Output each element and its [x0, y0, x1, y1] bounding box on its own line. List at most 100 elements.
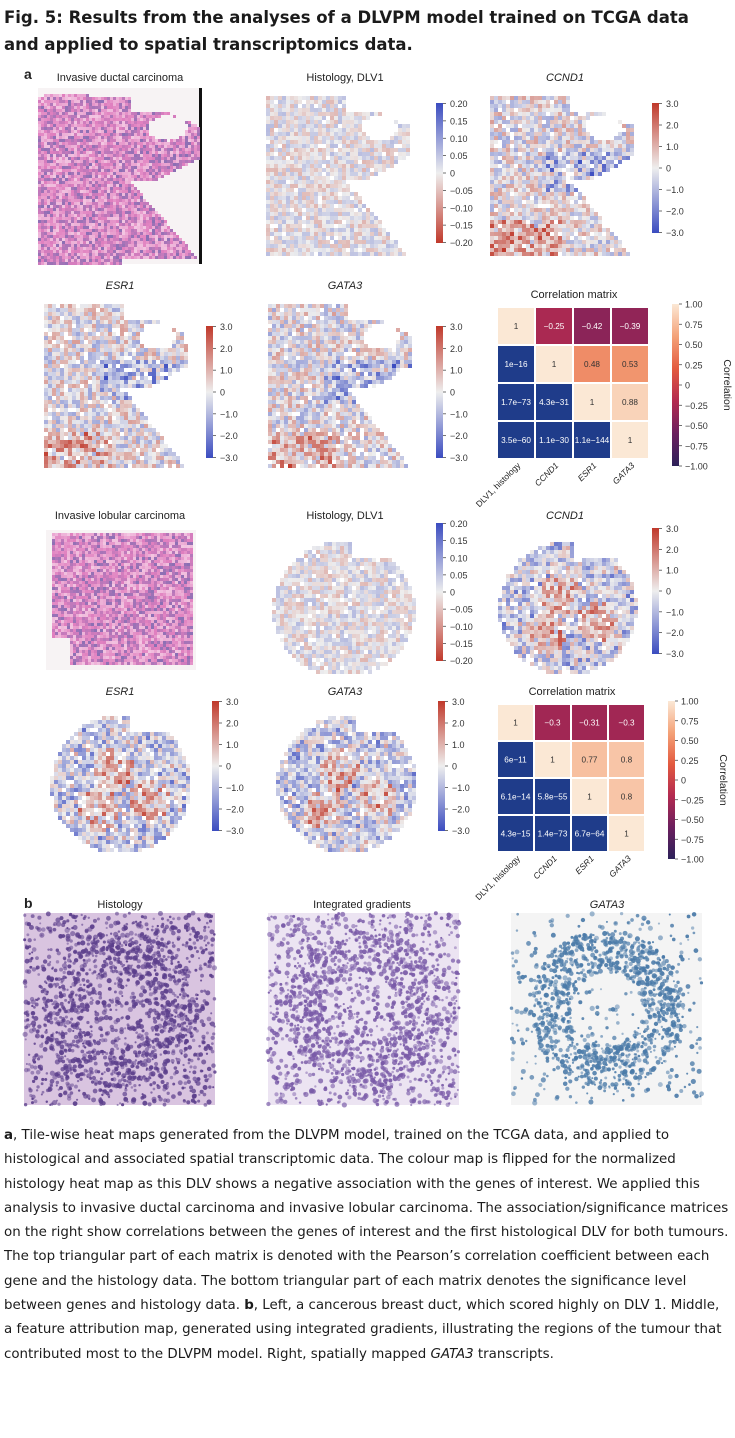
matrix-cell: [535, 742, 570, 777]
colorbar-tick-label: −2.0: [666, 207, 684, 217]
matrix-cell: [536, 308, 572, 344]
matrix-cell: [535, 705, 570, 740]
colorbar-tick-label: 2.0: [666, 545, 679, 555]
colorbar-tick-label: 0: [450, 588, 455, 598]
colorbar-tick-label: 3.0: [220, 322, 233, 332]
matrix-cell-label: 4.3e−15: [501, 830, 531, 839]
colorbar-tick-label: −1.0: [450, 409, 468, 419]
corr-colorbar-label: Correlation: [717, 754, 729, 806]
matrix-cell: [498, 705, 533, 740]
matrix-cell-label: 1.1e−144: [575, 436, 610, 445]
caption-a-text: , Tile-wise heat maps generated from the…: [4, 1128, 729, 1314]
idc-gata3-label: GATA3: [327, 280, 363, 292]
matrix-column-label: DLV1, histology: [474, 460, 523, 509]
colorbar-tick-label: 3.0: [666, 99, 679, 109]
corr-colorbar-tick: 0.25: [681, 756, 699, 766]
matrix-cell: [535, 816, 570, 851]
idc-gata3-heatmap: [264, 296, 412, 472]
matrix-cell-label: −0.3: [544, 719, 561, 728]
colorbar-tick-label: 0.15: [450, 116, 468, 126]
idc-ccnd1-label: CCND1: [546, 72, 584, 84]
matrix-cell: [498, 346, 534, 382]
idc-label: Invasive ductal carcinoma: [56, 72, 184, 84]
corr-colorbar-label: Correlation: [721, 359, 733, 411]
histology-zoom-image: [22, 910, 218, 1107]
caption-a-letter: a: [4, 1128, 14, 1143]
colorbar-tick-label: 0.10: [450, 553, 468, 563]
corr-colorbar-tick: −0.25: [685, 401, 708, 411]
colorbar-tick-label: −0.10: [450, 622, 473, 632]
corr-colorbar-tick: 1.00: [681, 697, 699, 707]
colorbar-tick-label: −0.10: [450, 203, 473, 213]
corr-colorbar-tick: 0.50: [681, 736, 699, 746]
colorbar-tick-label: 0: [450, 388, 455, 398]
colorbar-tick-label: −0.20: [450, 656, 473, 666]
ilc-gata3-colorbar: 3.0 2.0 1.0 0 −1.0 −2.0 −3.0: [436, 697, 486, 836]
colorbar-tick-label: −2.0: [220, 431, 238, 441]
colorbar-tick-label: −3.0: [452, 826, 470, 836]
colorbar-tick-label: 0.05: [450, 151, 468, 161]
ilc-histology-dlv1-label: Histology, DLV1: [306, 510, 384, 522]
matrix-cell-label: 5.8e−55: [538, 793, 568, 802]
matrix-cell-label: 1.7e−73: [501, 398, 531, 407]
matrix-cell-label: −0.39: [620, 322, 641, 331]
histology-zoom-label: Histology: [97, 899, 143, 911]
matrix-cell-label: 0.77: [582, 756, 598, 765]
colorbar-tick-label: 0: [666, 587, 671, 597]
corr-colorbar-tick: −0.75: [681, 835, 704, 845]
matrix-cell: [536, 422, 572, 458]
matrix-cell-label: 0.48: [584, 360, 600, 369]
colorbar-tick-label: −3.0: [450, 453, 468, 463]
matrix-cell: [536, 346, 572, 382]
panel-a-letter: a: [24, 66, 32, 82]
colorbar-tick-label: 1.0: [220, 366, 233, 376]
colorbar-tick-label: 3.0: [666, 524, 679, 534]
colorbar-tick-label: −0.05: [450, 605, 473, 615]
matrix-cell: [612, 384, 648, 420]
ilc-correlation-matrix: Correlation matrix 1 −0.3 −0.31 −0.3 6e−11 1 0.…: [462, 683, 729, 902]
corr-colorbar-tick: 0: [681, 776, 686, 786]
matrix-cell-label: 1: [513, 719, 518, 728]
idc-ccnd1-colorbar: 3.0 2.0 1.0 0 −1.0 −2.0 −3.0: [650, 99, 700, 238]
colorbar-tick-label: 1.0: [226, 740, 239, 750]
matrix-cell: [609, 705, 644, 740]
matrix-cell: [498, 308, 534, 344]
colorbar-tick-label: 1.0: [450, 366, 463, 376]
matrix-cell-label: 0.8: [621, 793, 633, 802]
idc-ccnd1-heatmap: [486, 88, 634, 260]
matrix-cell-label: 6e−11: [504, 756, 527, 765]
colorbar-tick-label: 0.15: [450, 536, 468, 546]
matrix-column-label: ESR1: [576, 460, 599, 483]
ilc-label: Invasive lobular carcinoma: [54, 510, 186, 522]
matrix-cell: [498, 422, 534, 458]
corr-colorbar-tick: 0: [685, 381, 690, 391]
matrix-cell: [574, 308, 610, 344]
matrix-cell-label: 1: [624, 830, 629, 839]
caption-b-text-1: , Left, a cancerous breast duct, which s…: [4, 1298, 722, 1362]
colorbar-tick-label: −2.0: [666, 628, 684, 638]
idc-esr1-heatmap: [40, 296, 188, 472]
colorbar-tick-label: 1.0: [452, 740, 465, 750]
matrix-column-label: ESR1: [573, 853, 596, 876]
colorbar-tick-label: −1.0: [666, 185, 684, 195]
colorbar-tick-label: 0: [450, 169, 455, 179]
colorbar-tick-label: 1.0: [666, 142, 679, 152]
colorbar-tick-label: −3.0: [666, 228, 684, 238]
matrix-column-label: DLV1, histology: [473, 853, 522, 902]
integrated-gradients-image: [265, 911, 462, 1108]
matrix-column-label: GATA3: [607, 853, 633, 879]
colorbar-tick-label: 2.0: [450, 344, 463, 354]
colorbar-tick-label: −2.0: [450, 431, 468, 441]
colorbar-tick-label: 0: [452, 762, 457, 772]
matrix-cell: [609, 779, 644, 814]
matrix-cell: [572, 816, 607, 851]
colorbar-tick-label: −0.15: [450, 221, 473, 231]
matrix-cell-label: 1: [587, 793, 592, 802]
ilc-histology-dlv1-heatmap: [268, 526, 416, 674]
colorbar-tick-label: −2.0: [452, 805, 470, 815]
matrix-cell: [498, 384, 534, 420]
gata3-transcripts-label: GATA3: [589, 899, 625, 911]
matrix-cell-label: 1.1e−30: [539, 436, 569, 445]
matrix-cell-label: −0.31: [579, 719, 600, 728]
ilc-gata3-label: GATA3: [327, 686, 363, 698]
